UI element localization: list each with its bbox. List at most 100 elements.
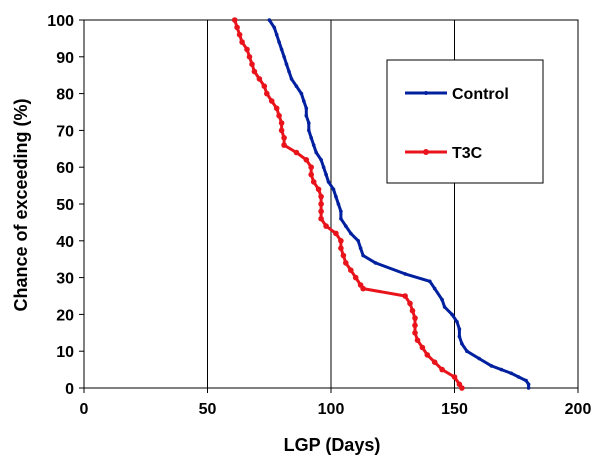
data-point-control [349,231,353,236]
data-point-t3c [231,17,238,23]
data-point-control [331,187,336,192]
data-point-control [526,386,531,390]
data-point-t3c [278,127,285,134]
data-point-control [279,47,284,52]
legend-marker-control [424,91,428,95]
y-tick-label: 90 [56,50,74,67]
data-point-control [307,121,311,125]
data-point-t3c [315,186,322,193]
data-point-t3c [251,68,258,75]
data-point-t3c [407,300,413,307]
data-point-control [489,364,494,368]
legend-marker-t3c [423,149,429,155]
y-tick-label: 80 [56,87,74,104]
y-tick-label: 30 [56,271,74,288]
legend-label-control: Control [452,86,509,103]
data-point-t3c [414,337,421,344]
data-point-t3c [352,274,359,281]
data-point-control [277,40,281,44]
data-point-control [307,128,311,133]
x-tick-label: 150 [441,401,468,418]
x-axis-title: LGP (Days) [284,435,381,455]
data-point-control [344,224,348,228]
data-point-control [289,77,294,81]
data-point-t3c [239,39,245,45]
data-point-control [516,375,521,379]
data-point-control [336,202,341,206]
x-tick-label: 50 [199,401,217,418]
data-point-t3c [318,201,324,207]
data-point-control [282,55,286,59]
data-point-control [339,216,343,221]
data-point-t3c [256,76,263,82]
data-point-control [309,136,314,140]
y-tick-label: 100 [47,13,74,30]
axis-ticks: 0 50 100 150 200 0 10 20 30 40 50 60 70 80 90 100 [47,13,591,418]
y-tick-label: 50 [56,197,74,214]
data-point-control [299,91,304,96]
data-point-control [287,69,291,74]
data-point-t3c [264,90,270,97]
data-point-t3c [281,135,287,141]
data-point-control [450,312,454,317]
data-point-t3c [338,245,344,251]
x-tick-label: 200 [565,401,592,418]
data-point-t3c [318,208,324,215]
data-point-t3c [268,98,275,104]
data-point-t3c [310,179,317,185]
data-point-control [457,334,462,339]
data-point-t3c [261,83,268,89]
data-point-control [334,194,338,199]
data-point-t3c [439,366,445,373]
legend-label-t3c: T3C [452,145,483,162]
legend: Control T3C [386,59,544,184]
data-point-control [509,371,514,376]
data-point-t3c [249,61,255,67]
data-point-t3c [402,293,408,299]
data-point-control [302,99,306,103]
data-point-control [274,32,279,37]
data-point-t3c [431,359,438,366]
y-tick-label: 10 [56,344,74,361]
data-point-control [339,209,343,214]
data-point-t3c [293,149,300,156]
series-lines [231,17,531,391]
legend-box [386,59,544,184]
data-point-control [314,150,319,155]
y-tick-label: 70 [56,123,74,140]
data-point-control [304,113,309,118]
data-point-control [442,305,447,309]
data-point-t3c [343,260,349,266]
data-point-t3c [340,252,347,259]
data-point-control [526,382,531,387]
data-point-control [284,62,289,66]
data-point-control [403,272,407,276]
data-point-control [361,253,365,258]
data-point-t3c [318,193,324,200]
y-tick-label: 0 [65,381,74,398]
data-point-control [319,158,323,162]
data-point-t3c [308,164,315,170]
data-point-control [272,25,277,30]
data-point-control [358,246,363,250]
data-point-t3c [338,238,344,244]
data-point-t3c [244,46,250,53]
data-point-t3c [333,230,339,237]
data-point-control [460,342,464,346]
x-tick-label: 100 [318,401,345,418]
data-point-t3c [303,157,310,163]
data-point-t3c [409,307,416,314]
data-point-t3c [246,54,253,60]
y-tick-label: 60 [56,160,74,177]
data-point-t3c [236,31,243,38]
data-point-control [432,286,437,291]
data-point-t3c [360,285,366,292]
data-point-control [499,367,504,372]
data-point-t3c [234,24,240,31]
data-point-t3c [318,215,324,222]
x-tick-label: 0 [80,401,89,418]
data-point-t3c [459,385,465,391]
data-point-control [267,18,272,22]
y-axis-title: Chance of exceeding (%) [11,98,31,311]
data-point-control [455,320,459,324]
